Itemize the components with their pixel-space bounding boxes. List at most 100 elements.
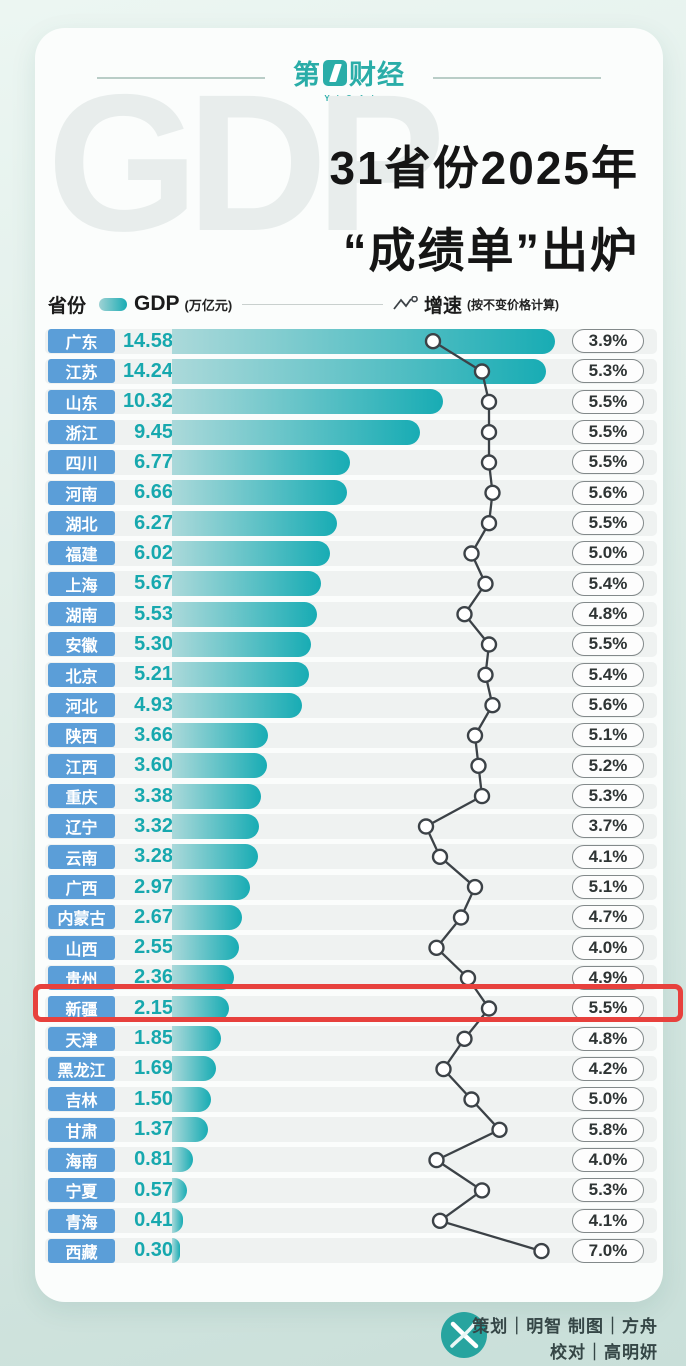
gdp-value: 2.97 [134, 875, 173, 898]
credits-line1: 策划｜明智 制图｜方舟 [472, 1317, 658, 1336]
gdp-value: 0.81 [134, 1148, 173, 1171]
row-band: 陕西 3.66 5.1% [45, 722, 657, 748]
province-row: 河南 6.66 5.6% [35, 478, 663, 508]
province-row: 甘肃 1.37 5.8% [35, 1115, 663, 1145]
row-band: 江苏 14.24 5.3% [45, 358, 657, 384]
credits-line2: 校对｜高明妍 [550, 1342, 658, 1362]
gdp-bar [172, 904, 243, 930]
gdp-bar [172, 1147, 194, 1173]
province-row: 重庆 3.38 5.3% [35, 781, 663, 811]
row-band: 河南 6.66 5.6% [45, 480, 657, 506]
province-row: 宁夏 0.57 5.3% [35, 1175, 663, 1205]
province-label: 江西 [48, 753, 115, 778]
province-row: 四川 6.77 5.5% [35, 447, 663, 477]
gdp-value: 0.30 [134, 1239, 173, 1262]
gdp-bar [172, 480, 347, 506]
row-band: 黑龙江 1.69 4.2% [45, 1056, 657, 1082]
growth-rate-badge: 5.0% [572, 541, 644, 566]
row-band: 河北 4.93 5.6% [45, 692, 657, 718]
province-row: 山西 2.55 4.0% [35, 933, 663, 963]
province-row: 海南 0.81 4.0% [35, 1145, 663, 1175]
brand-subtext: YICAI [324, 94, 381, 103]
gdp-bar [172, 601, 318, 627]
legend-gdp-label: GDP [134, 292, 180, 315]
province-rows: 广东 14.58 3.9% 江苏 14.24 5.3% 山东 10.32 5.5… [35, 326, 663, 1266]
growth-rate-badge: 5.6% [572, 480, 644, 505]
growth-rate-badge: 5.1% [572, 723, 644, 748]
growth-rate-badge: 5.5% [572, 511, 644, 536]
growth-rate-badge: 5.6% [572, 693, 644, 718]
footer-logo-icon [441, 1312, 487, 1358]
province-row: 广西 2.97 5.1% [35, 872, 663, 902]
province-label: 浙江 [48, 420, 115, 445]
row-band: 安徽 5.30 5.5% [45, 631, 657, 657]
growth-rate-badge: 4.0% [572, 935, 644, 960]
title-line1: 31省份2025年 [329, 142, 639, 194]
growth-rate-badge: 5.1% [572, 875, 644, 899]
growth-rate-badge: 5.4% [572, 571, 644, 596]
gdp-value: 3.28 [134, 845, 173, 868]
gdp-value: 14.24 [122, 359, 173, 382]
province-label: 河南 [48, 480, 115, 505]
growth-rate-badge: 5.5% [572, 420, 644, 445]
gdp-bar [172, 1056, 217, 1082]
province-row: 广东 14.58 3.9% [35, 326, 663, 356]
title-line2: “成绩单”出炉 [343, 224, 639, 277]
gdp-value: 3.60 [134, 754, 173, 777]
row-band: 辽宁 3.32 3.7% [45, 813, 657, 839]
province-row: 青海 0.41 4.1% [35, 1206, 663, 1236]
gdp-value: 6.27 [134, 511, 173, 534]
province-row: 云南 3.28 4.1% [35, 842, 663, 872]
province-row: 安徽 5.30 5.5% [35, 629, 663, 659]
gdp-value: 1.50 [134, 1087, 173, 1110]
province-label: 重庆 [48, 784, 115, 809]
growth-rate-badge: 5.5% [572, 632, 644, 657]
chart-legend: 省份 GDP (万亿元) 增速 (按不变价格计算) [48, 290, 559, 318]
row-band: 北京 5.21 5.4% [45, 662, 657, 688]
growth-rate-badge: 4.0% [572, 1147, 644, 1172]
row-band: 云南 3.28 4.1% [45, 844, 657, 870]
province-row: 辽宁 3.32 3.7% [35, 811, 663, 841]
gdp-value: 9.45 [134, 420, 173, 443]
province-label: 河北 [48, 693, 115, 718]
gdp-value: 1.37 [134, 1118, 173, 1141]
gdp-value: 4.93 [134, 693, 173, 716]
infographic-card: 第 财经 YICAI GDP 31省份2025年 “成绩单”出炉 省份 GDP … [35, 28, 663, 1302]
province-label: 甘肃 [48, 1117, 115, 1142]
growth-rate-badge: 5.3% [572, 1178, 644, 1203]
row-band: 山西 2.55 4.0% [45, 935, 657, 961]
gdp-bar [172, 844, 259, 870]
gdp-value: 1.69 [134, 1057, 173, 1080]
province-row: 内蒙古 2.67 4.7% [35, 902, 663, 932]
row-band: 山东 10.32 5.5% [45, 389, 657, 415]
province-label: 吉林 [48, 1087, 115, 1112]
gdp-value: 6.02 [134, 541, 173, 564]
province-label: 辽宁 [48, 814, 115, 839]
gdp-value: 3.66 [134, 723, 173, 746]
row-band: 福建 6.02 5.0% [45, 540, 657, 566]
gdp-value: 5.67 [134, 572, 173, 595]
gdp-value: 3.32 [134, 814, 173, 837]
gdp-value: 2.55 [134, 936, 173, 959]
growth-rate-badge: 5.2% [572, 753, 644, 778]
growth-rate-badge: 4.7% [572, 905, 644, 930]
gdp-bar [172, 631, 312, 657]
gdp-value: 2.67 [134, 905, 173, 928]
growth-rate-badge: 4.2% [572, 1056, 644, 1081]
growth-rate-badge: 4.1% [572, 844, 644, 869]
province-label: 云南 [48, 844, 115, 869]
province-label: 山西 [48, 935, 115, 960]
gdp-value: 0.41 [134, 1209, 173, 1232]
province-label: 四川 [48, 450, 115, 475]
gdp-bar [172, 783, 261, 809]
province-row: 江西 3.60 5.2% [35, 751, 663, 781]
gdp-value: 6.66 [134, 481, 173, 504]
legend-province-label: 省份 [48, 295, 87, 317]
growth-rate-badge: 3.7% [572, 814, 644, 839]
province-label: 西藏 [48, 1238, 115, 1263]
province-label: 陕西 [48, 723, 115, 748]
row-band: 甘肃 1.37 5.8% [45, 1117, 657, 1143]
growth-rate-badge: 5.5% [572, 450, 644, 475]
gdp-value: 0.57 [134, 1178, 173, 1201]
province-row: 黑龙江 1.69 4.2% [35, 1054, 663, 1084]
